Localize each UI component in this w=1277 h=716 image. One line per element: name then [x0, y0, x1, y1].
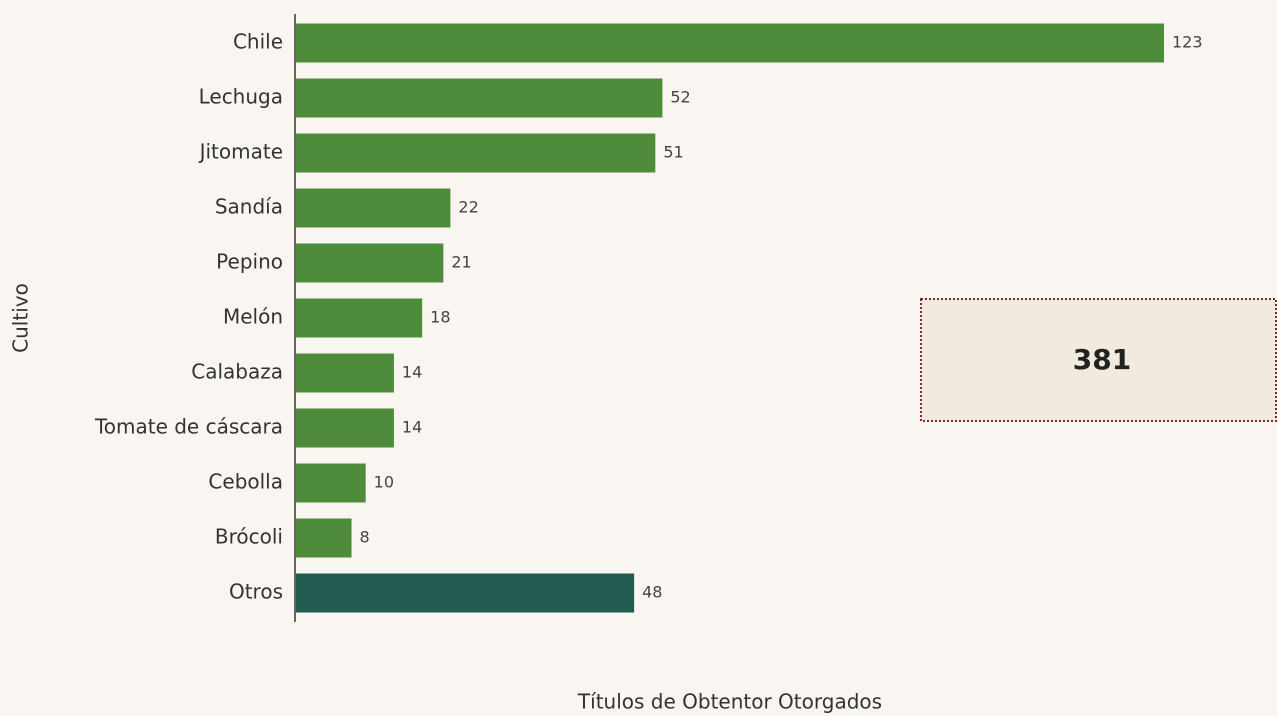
y-tick-label: Calabaza	[191, 360, 283, 384]
data-label: 21	[451, 253, 471, 272]
bar	[296, 188, 451, 228]
x-axis-label: Títulos de Obtentor Otorgados	[577, 690, 882, 714]
data-label: 10	[374, 473, 394, 492]
bar	[296, 23, 1164, 63]
data-label: 48	[642, 583, 662, 602]
y-axis-label: Cultivo	[9, 283, 33, 353]
bar	[296, 408, 394, 448]
y-tick-label: Cebolla	[208, 470, 283, 494]
y-tick-label: Lechuga	[199, 85, 283, 109]
y-tick-label: Jitomate	[198, 140, 283, 164]
bar	[296, 243, 444, 283]
bar	[296, 463, 366, 503]
y-tick-label: Brócoli	[215, 525, 283, 549]
data-label: 8	[360, 528, 370, 547]
annotation: 381	[1073, 343, 1131, 376]
bar	[296, 353, 394, 393]
data-label: 123	[1172, 33, 1203, 52]
bar	[296, 298, 423, 338]
data-label: 22	[458, 198, 478, 217]
y-tick-label: Melón	[223, 305, 283, 329]
data-label: 14	[402, 363, 422, 382]
data-label: 14	[402, 418, 422, 437]
y-tick-label: Tomate de cáscara	[94, 415, 283, 439]
data-label: 18	[430, 308, 450, 327]
data-label: 52	[670, 88, 690, 107]
y-tick-label: Chile	[233, 30, 283, 54]
data-label: 51	[663, 143, 683, 162]
y-tick-label: Pepino	[216, 250, 283, 274]
bar	[296, 518, 352, 558]
bar	[296, 78, 663, 118]
bar	[296, 133, 656, 173]
annotation-box	[920, 298, 1277, 422]
y-tick-label: Otros	[229, 580, 283, 604]
y-tick-label: Sandía	[215, 195, 283, 219]
bar	[296, 573, 635, 613]
